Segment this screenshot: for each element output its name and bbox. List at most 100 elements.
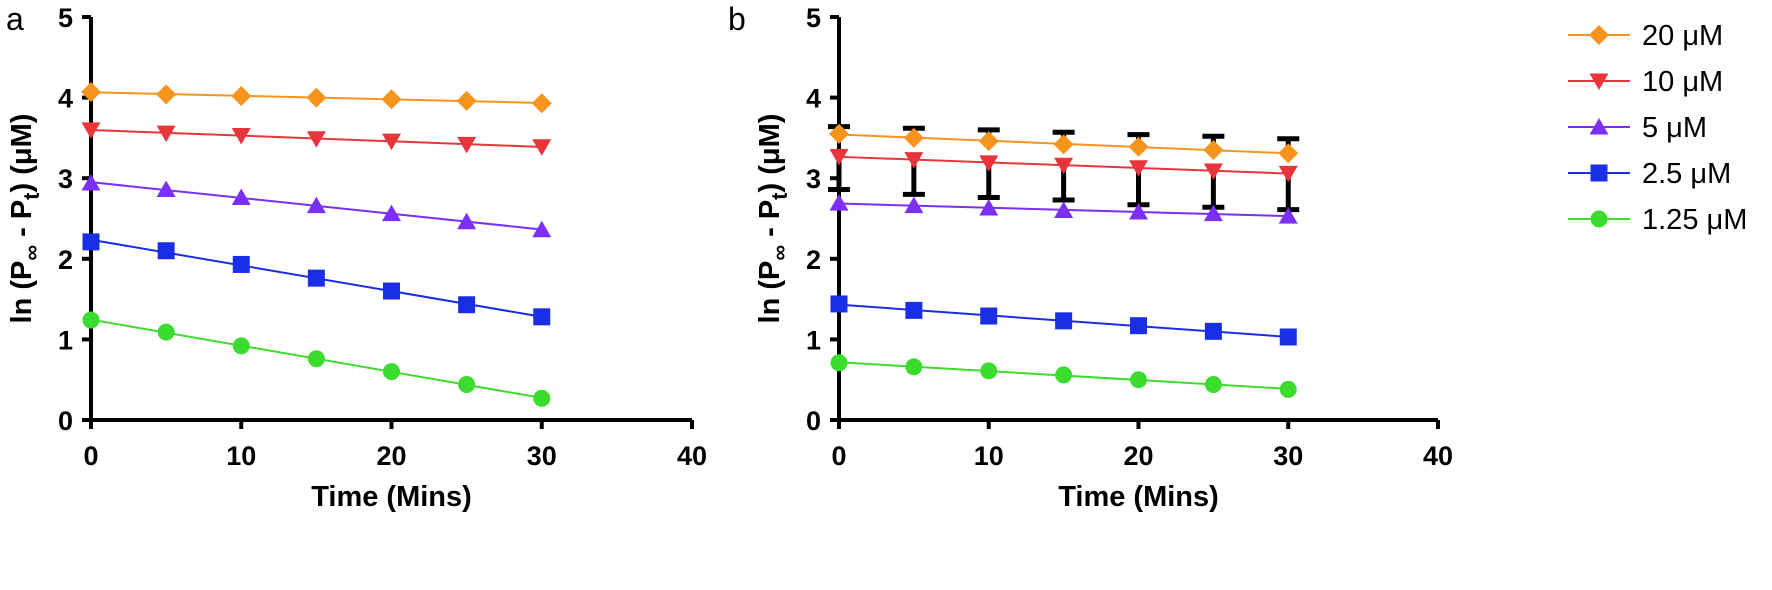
data-point [1204,376,1222,394]
x-tick-label: 0 [83,441,98,471]
legend-label: 20 μM [1642,20,1723,52]
data-point [532,139,552,156]
x-tick-label: 20 [376,441,406,471]
data-point [156,125,176,143]
data-point [383,282,400,300]
data-point [457,212,477,230]
data-point [156,180,176,197]
data-point [978,131,999,152]
series-20-M [81,81,552,114]
y-tick-label: 5 [58,3,73,33]
y-axis-title-part: - P [6,200,38,245]
legend-item: 10 μM [1568,66,1723,98]
data-point [458,296,476,314]
data-point [533,389,551,407]
data-point [307,350,325,368]
data-point [829,148,849,166]
data-point [904,152,924,169]
data-point [456,90,477,111]
x-axis-title: Time (Mins) [1058,481,1219,513]
data-point [979,155,999,172]
data-point [306,196,326,214]
legend-marker [1590,164,1608,182]
y-axis-title-part: ) (μM) [6,114,38,193]
data-point [830,295,848,313]
legend-label: 5 μM [1642,112,1707,144]
y-axis-title-part: ∞ [767,245,792,261]
data-point [903,127,924,148]
panel-label: a [6,1,24,37]
x-tick-label: 0 [831,441,846,471]
data-point [156,84,177,105]
data-point [1054,157,1074,175]
x-tick-label: 10 [226,441,256,471]
data-point [1055,366,1073,384]
x-tick-label: 40 [1423,441,1453,471]
x-axis-title: Time (Mins) [311,481,472,513]
data-point [830,354,848,372]
data-point [1054,201,1074,218]
data-point [383,363,400,381]
chart-panel-b: b 0 1 2 3 4 5 0 10 20 30 40 Time (Mins) ln (P∞ - Pt) … [728,1,1747,513]
y-tick-label: 5 [806,3,821,33]
data-point [979,199,999,216]
legend-marker [1590,210,1608,228]
y-axis-title-part: ln (P [6,261,38,324]
data-point [1204,322,1222,340]
series-10-M [81,122,552,156]
data-point [904,196,924,214]
legend-item: 1.25 μM [1568,204,1747,236]
legend-item: 5 μM [1568,112,1707,144]
y-axis-title-part: t [767,192,792,200]
data-point [980,362,998,380]
legend-label: 2.5 μM [1642,158,1731,190]
data-point [81,81,101,102]
data-point [81,122,101,139]
data-point [1128,136,1149,157]
data-point [306,131,326,148]
data-point [382,204,401,222]
data-point [1130,317,1147,335]
x-tick-label: 30 [1273,441,1303,471]
legend: 20 μM 10 μM 5 μM 2.5 μM 1.25 μM [1568,20,1747,236]
x-tick-label: 40 [677,441,707,471]
data-point [232,337,250,355]
data-point [157,323,175,341]
chart-panel-a: a 0 1 2 3 4 5 0 10 20 30 40 Time (Mins) ln (P∞ - Pt) … [6,1,707,513]
legend-label: 10 μM [1642,66,1723,98]
x-tick-label: 30 [527,441,557,471]
legend-marker [1589,118,1609,135]
data-point [81,174,101,191]
data-point [82,311,100,329]
series-2.5-M [82,233,551,326]
data-point [307,269,325,287]
y-tick-label: 0 [58,406,73,436]
y-axis-title-part: - P [754,200,786,245]
data-point [1278,207,1298,224]
data-point [905,358,923,376]
data-point [1278,165,1298,183]
legend-label: 1.25 μM [1642,204,1747,236]
y-tick-label: 2 [806,245,821,275]
data-point [1129,203,1148,220]
series-2.5-M [830,295,1297,346]
data-point [1279,328,1297,346]
data-point [1129,160,1148,177]
y-tick-label: 4 [806,84,821,114]
y-tick-label: 2 [58,245,73,275]
series-20-M [828,123,1300,164]
series-5-M [829,194,1298,224]
data-point [1203,139,1224,160]
data-point [1130,371,1147,389]
data-point [1203,204,1223,222]
data-point [231,127,251,145]
data-point [457,136,477,154]
y-axis-title-part: ln (P [754,261,786,324]
series-1.25-M [82,311,551,407]
series-10-M [828,148,1300,213]
y-axis-title-part: ∞ [19,245,44,261]
data-point [82,233,100,251]
y-tick-label: 1 [806,325,821,355]
data-point [532,220,552,238]
x-tick-label: 20 [1123,441,1153,471]
